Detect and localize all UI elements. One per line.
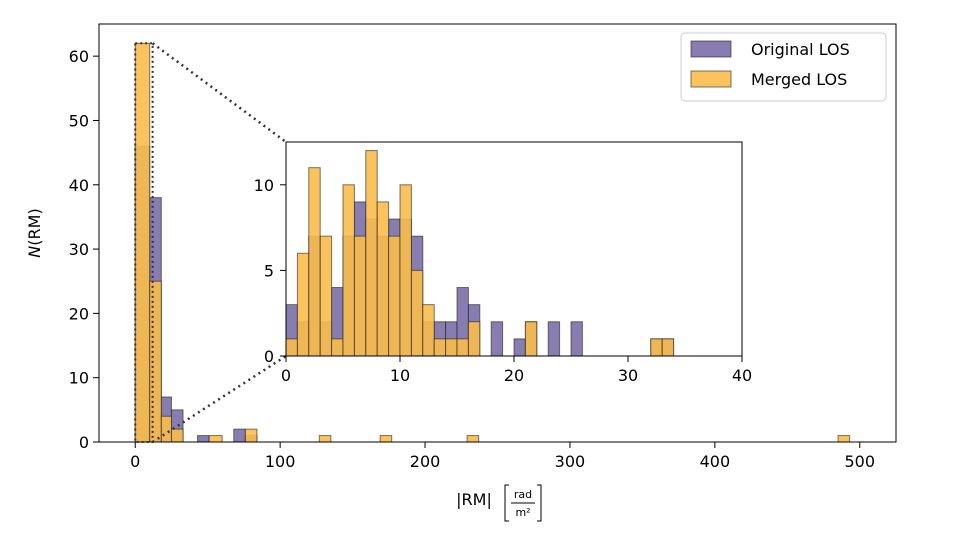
x-label-left-bracket bbox=[504, 484, 509, 522]
histogram-bar bbox=[490, 321, 504, 357]
histogram-bar bbox=[319, 235, 333, 357]
histogram-bar bbox=[837, 435, 851, 443]
histogram-bar bbox=[197, 435, 210, 443]
main-y-ticks: 0 10 20 30 40 50 60 bbox=[69, 47, 99, 452]
zoom-connector-line bbox=[151, 354, 287, 444]
histogram-bar bbox=[318, 435, 332, 443]
y-axis-label-italic: N bbox=[25, 246, 44, 258]
histogram-bar bbox=[149, 280, 162, 443]
y-tick-label: 0 bbox=[79, 433, 89, 452]
x-tick-label: 0 bbox=[130, 452, 140, 471]
main-bars bbox=[134, 42, 851, 443]
histogram-bar bbox=[376, 201, 390, 357]
x-tick-label: 20 bbox=[504, 366, 524, 385]
x-tick-label: 30 bbox=[618, 366, 638, 385]
y-tick-label: 10 bbox=[254, 176, 274, 195]
main-x-ticks: 0 100 200 300 400 500 bbox=[130, 442, 875, 471]
histogram-bar bbox=[422, 304, 435, 357]
histogram-bar bbox=[445, 338, 458, 357]
histogram-bar bbox=[570, 321, 583, 357]
x-tick-label: 400 bbox=[700, 452, 731, 471]
x-axis-label: |RM| rad m² bbox=[456, 484, 542, 522]
histogram-bar bbox=[433, 338, 447, 357]
histogram-bar bbox=[661, 338, 675, 357]
x-label-fraction-numerator: rad bbox=[514, 488, 532, 501]
x-tick-label: 300 bbox=[555, 452, 586, 471]
legend-box bbox=[680, 32, 887, 102]
x-tick-label: 200 bbox=[410, 452, 441, 471]
histogram-bar bbox=[353, 235, 367, 357]
y-axis-label: N(RM) bbox=[25, 208, 44, 257]
histogram-bar bbox=[296, 252, 310, 357]
histogram-bar bbox=[244, 428, 258, 443]
histogram-bar bbox=[233, 428, 246, 443]
legend-label: Original LOS bbox=[751, 40, 850, 59]
y-tick-label: 40 bbox=[69, 176, 89, 195]
x-tick-label: 500 bbox=[844, 452, 875, 471]
histogram-bar bbox=[466, 435, 480, 443]
x-axis-label-main: |RM| bbox=[456, 490, 492, 509]
histogram-bar bbox=[467, 321, 481, 357]
inset-plot: 0 10 20 30 40 0 5 10 bbox=[254, 141, 752, 385]
histogram-bar bbox=[650, 338, 663, 357]
histogram-bar bbox=[410, 269, 424, 357]
histogram-bar bbox=[160, 415, 172, 443]
x-tick-label: 100 bbox=[265, 452, 296, 471]
histogram-bar bbox=[134, 42, 151, 443]
histogram-bar bbox=[342, 184, 355, 357]
y-axis-label-rest: (RM) bbox=[25, 208, 44, 245]
y-tick-label: 0 bbox=[264, 347, 274, 366]
y-tick-label: 30 bbox=[69, 240, 89, 259]
histogram-bar bbox=[399, 184, 412, 357]
legend: Original LOS Merged LOS bbox=[680, 32, 887, 102]
histogram-bar bbox=[524, 321, 538, 357]
zoom-region-box bbox=[134, 42, 154, 444]
inset-x-ticks: 0 10 20 30 40 bbox=[281, 356, 752, 385]
inset-y-ticks: 0 5 10 bbox=[254, 176, 286, 366]
histogram-bar bbox=[170, 428, 184, 443]
y-tick-label: 20 bbox=[69, 304, 89, 323]
histogram-bar bbox=[285, 338, 298, 357]
zoom-indicator bbox=[134, 42, 287, 444]
x-label-fraction-denominator: m² bbox=[515, 506, 530, 519]
histogram-bar bbox=[331, 338, 344, 357]
x-label-right-bracket bbox=[537, 484, 542, 522]
main-axes-frame bbox=[98, 23, 897, 443]
histogram-bar bbox=[513, 338, 526, 357]
y-tick-label: 10 bbox=[69, 369, 89, 388]
histogram-bar bbox=[365, 150, 378, 357]
histogram-bar bbox=[547, 321, 561, 357]
histogram-bar bbox=[308, 167, 321, 357]
legend-swatch bbox=[690, 70, 732, 88]
histogram-bar bbox=[456, 338, 469, 357]
y-tick-label: 5 bbox=[264, 261, 274, 280]
zoom-connector-line bbox=[151, 42, 287, 144]
x-tick-label: 40 bbox=[732, 366, 752, 385]
histogram-bar bbox=[208, 435, 223, 443]
histogram-bar bbox=[388, 235, 401, 357]
legend-swatch bbox=[690, 40, 732, 58]
histogram-bar bbox=[379, 435, 393, 443]
legend-label: Merged LOS bbox=[751, 70, 847, 89]
y-tick-label: 50 bbox=[69, 111, 89, 130]
y-tick-label: 60 bbox=[69, 47, 89, 66]
x-tick-label: 0 bbox=[281, 366, 291, 385]
x-tick-label: 10 bbox=[390, 366, 410, 385]
